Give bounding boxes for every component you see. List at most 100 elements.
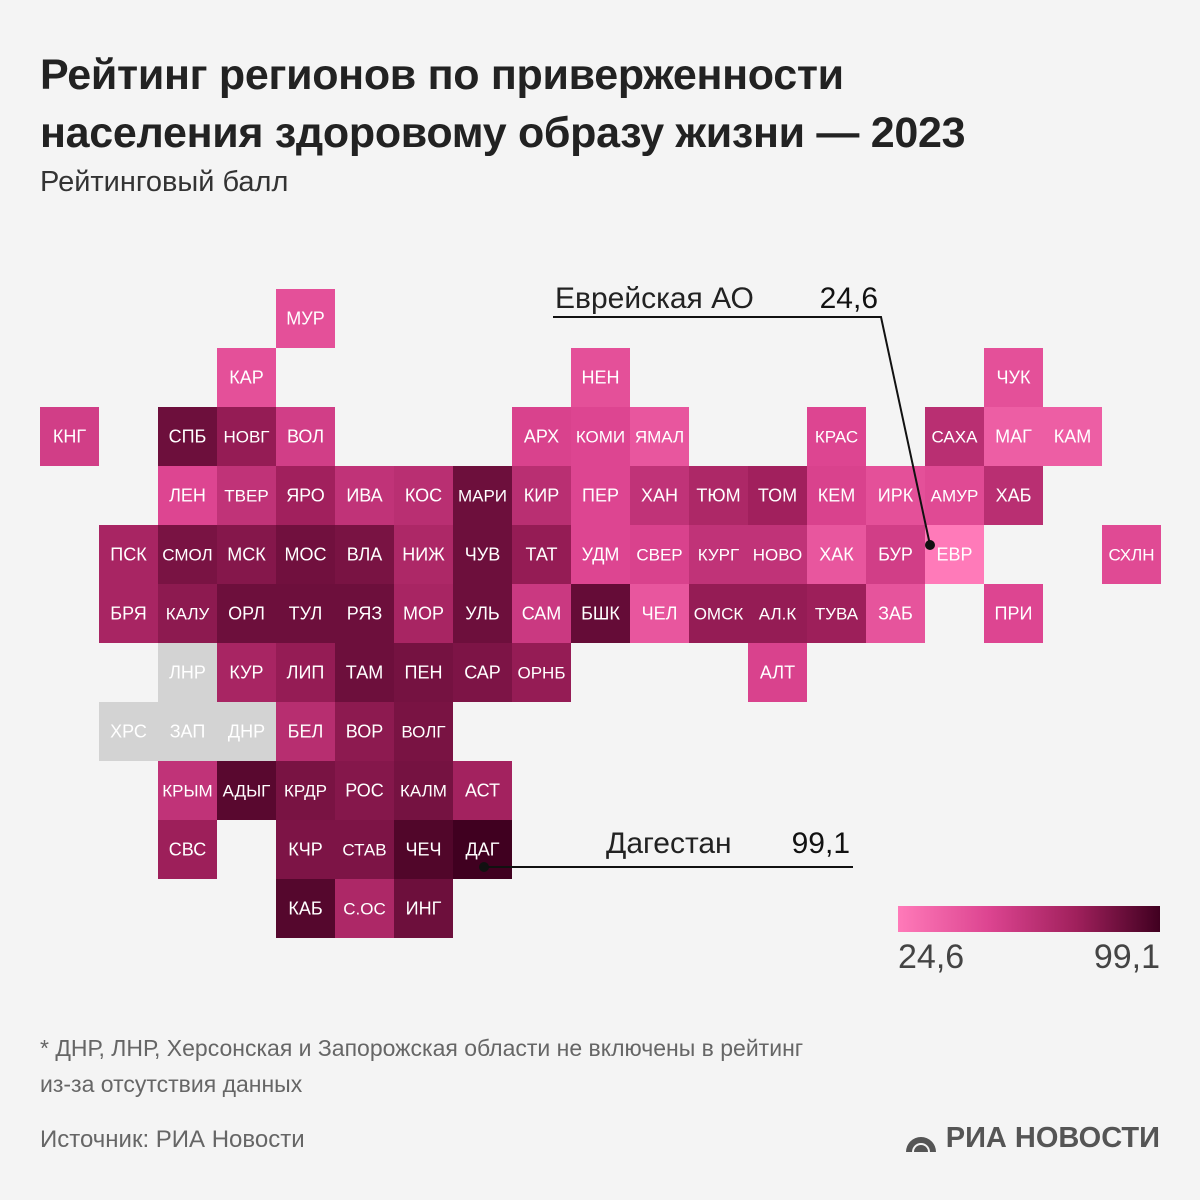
region-tile: [158, 761, 217, 820]
region-tile: [394, 820, 453, 879]
region-label: МАРИ: [458, 487, 507, 506]
region-label: НОВГ: [223, 428, 269, 447]
region-label: ХАН: [641, 486, 678, 506]
region-label: ТАТ: [526, 545, 558, 565]
region-tile: [984, 466, 1043, 525]
annotation-dag-dot: [479, 862, 489, 872]
region-tile: [807, 584, 866, 643]
region-tile: [158, 525, 217, 584]
region-label: КАЛМ: [400, 782, 447, 801]
region-tile: [335, 643, 394, 702]
region-label: МУР: [286, 309, 324, 329]
region-label: ТУЛ: [289, 604, 323, 624]
region-label: АРХ: [524, 427, 559, 447]
region-label: НОВО: [753, 546, 803, 565]
footnote-line-1: * ДНР, ЛНР, Херсонская и Запорожская обл…: [40, 1035, 804, 1061]
region-tile: [276, 289, 335, 348]
region-tile: [217, 407, 276, 466]
region-tile: [335, 761, 394, 820]
region-label: КНГ: [53, 427, 86, 447]
region-tile: [630, 407, 689, 466]
region-label: ЛИП: [287, 663, 325, 683]
region-tile: [748, 525, 807, 584]
region-label: ДНР: [228, 722, 265, 742]
region-tile: [512, 643, 571, 702]
region-label: КОМИ: [576, 428, 625, 447]
region-label: ВОЛ: [287, 427, 324, 447]
region-tile: [276, 643, 335, 702]
region-label: КАЛУ: [166, 605, 210, 624]
region-tile: [99, 584, 158, 643]
region-label: КАР: [229, 368, 264, 388]
region-label: НИЖ: [402, 545, 445, 565]
footnote: * ДНР, ЛНР, Херсонская и Запорожская обл…: [40, 1030, 803, 1102]
legend-color-scale: [898, 906, 1160, 932]
region-label: ПРИ: [995, 604, 1033, 624]
region-tile: [453, 643, 512, 702]
region-tile: [276, 584, 335, 643]
region-label: ПЕР: [582, 486, 619, 506]
legend-max-label: 99,1: [1093, 938, 1160, 976]
region-label: БУР: [878, 545, 913, 565]
region-label: ВОЛГ: [401, 723, 445, 742]
annotation-dag-name: Дагестан: [606, 827, 732, 860]
region-label: С.ОС: [343, 900, 386, 919]
region-tile: [335, 879, 394, 938]
region-label: ЗАП: [170, 722, 206, 742]
region-tile: [807, 525, 866, 584]
region-label: ХАБ: [996, 486, 1032, 506]
region-label: МОС: [285, 545, 327, 565]
region-label: СВЕР: [636, 546, 682, 565]
region-label: ЯРО: [286, 486, 325, 506]
region-tile: [158, 466, 217, 525]
region-label: ОРНБ: [518, 664, 566, 683]
region-label: ХРС: [110, 722, 147, 742]
region-label: ТЮМ: [696, 486, 740, 506]
chart-subtitle: Рейтинговый балл: [40, 166, 289, 198]
region-tile: [394, 761, 453, 820]
region-label: САМ: [522, 604, 562, 624]
region-tile: [335, 584, 394, 643]
region-label: СВС: [169, 840, 206, 860]
region-tile: [158, 820, 217, 879]
region-label: ИНГ: [406, 899, 442, 919]
region-tile: [217, 348, 276, 407]
region-tile: [984, 407, 1043, 466]
region-tile: [1043, 407, 1102, 466]
region-label: УДМ: [582, 545, 620, 565]
region-tile: [984, 584, 1043, 643]
region-tile: [571, 584, 630, 643]
region-tile: [453, 466, 512, 525]
region-tile: [512, 466, 571, 525]
logo-text: РИА НОВОСТИ: [945, 1122, 1160, 1154]
footnote-line-2: из-за отсутствия данных: [40, 1071, 303, 1097]
region-tile: [394, 702, 453, 761]
region-label: ЕВР: [936, 545, 972, 565]
region-label: ТУВА: [815, 605, 859, 624]
region-label: КУРГ: [698, 546, 739, 565]
region-tile: [925, 407, 984, 466]
region-tile: [453, 761, 512, 820]
region-label: ИРК: [878, 486, 914, 506]
region-tile: [276, 761, 335, 820]
region-tile: [630, 525, 689, 584]
annotation-evr-value: 24,6: [820, 282, 878, 315]
region-label: ЧЕЛ: [642, 604, 678, 624]
region-label: АЛТ: [760, 663, 795, 683]
region-tile: [217, 761, 276, 820]
region-label: КИР: [524, 486, 559, 506]
region-tile: [99, 525, 158, 584]
logo-icon: [905, 1136, 936, 1152]
region-label: КРАС: [815, 428, 858, 447]
region-label: АМУР: [931, 487, 979, 506]
region-tile: [40, 407, 99, 466]
region-tile: [276, 820, 335, 879]
source-label: Источник: РИА Новости: [40, 1126, 305, 1153]
region-label: ОМСК: [694, 605, 744, 624]
region-label: АСТ: [465, 781, 500, 801]
region-label: КУР: [229, 663, 263, 683]
region-tile: [512, 525, 571, 584]
region-label: ТОМ: [758, 486, 797, 506]
annotation-evr-leader: [553, 316, 931, 546]
region-label: НЕН: [581, 368, 619, 388]
